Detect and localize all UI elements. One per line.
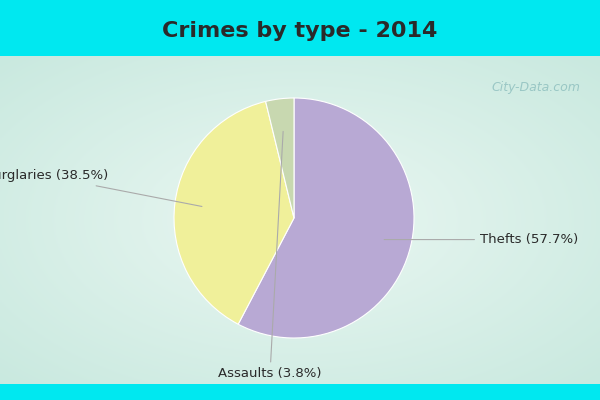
Wedge shape xyxy=(266,98,294,218)
Wedge shape xyxy=(238,98,414,338)
Text: Assaults (3.8%): Assaults (3.8%) xyxy=(218,132,322,380)
Text: Thefts (57.7%): Thefts (57.7%) xyxy=(384,233,578,246)
Wedge shape xyxy=(174,102,294,324)
Text: Crimes by type - 2014: Crimes by type - 2014 xyxy=(163,21,437,41)
Text: City-Data.com: City-Data.com xyxy=(492,82,581,94)
Text: Burglaries (38.5%): Burglaries (38.5%) xyxy=(0,170,202,206)
